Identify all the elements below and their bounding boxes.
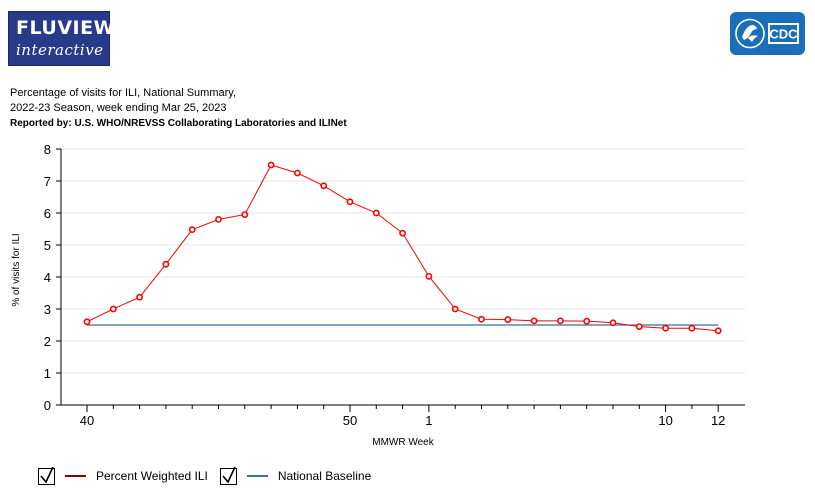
- data-point: [241, 211, 249, 218]
- chart-source: Reported by: U.S. WHO/NREVSS Collaborati…: [10, 118, 347, 129]
- y-tick-label: 2: [44, 334, 51, 349]
- data-point: [530, 317, 538, 325]
- hhs-eagle-icon: CDC: [735, 18, 799, 49]
- cdc-logo-text: CDC: [769, 27, 798, 42]
- chart-title: Percentage of visits for ILI, National S…: [10, 87, 236, 99]
- logo-subtitle: interactive: [16, 41, 104, 59]
- y-tick-label: 3: [44, 302, 51, 317]
- data-point: [267, 161, 275, 169]
- logo-title: FLUVIEW: [16, 17, 116, 39]
- y-tick-label: 8: [44, 142, 51, 157]
- data-point: [557, 317, 564, 325]
- checkmark-icon: [222, 466, 236, 483]
- data-point: [109, 305, 117, 313]
- data-point: [714, 327, 722, 335]
- data-point: [346, 198, 354, 206]
- x-tick-label: 1: [425, 413, 432, 428]
- legend-swatch-baseline: [246, 475, 268, 477]
- data-point: [451, 305, 459, 313]
- legend-swatch-ili: [65, 475, 86, 477]
- y-tick-label: 5: [44, 238, 51, 253]
- chart-subtitle: 2022-23 Season, week ending Mar 25, 2023: [10, 102, 227, 114]
- data-point: [162, 260, 170, 268]
- y-tick-label: 6: [44, 206, 51, 221]
- data-point: [136, 293, 143, 301]
- chart-legend: Percent Weighted ILI National Baseline: [38, 465, 383, 487]
- data-point: [372, 209, 380, 217]
- data-point: [504, 316, 512, 323]
- x-axis-label: MMWR Week: [372, 437, 434, 448]
- data-point: [215, 215, 222, 223]
- data-point: [425, 272, 433, 280]
- legend-label-baseline[interactable]: National Baseline: [277, 469, 372, 483]
- checkmark-icon: [40, 466, 54, 483]
- fluview-logo[interactable]: FLUVIEW interactive: [8, 11, 115, 66]
- y-tick-label: 1: [44, 366, 51, 381]
- x-tick-label: 40: [80, 413, 94, 428]
- x-tick-label: 50: [343, 413, 357, 428]
- legend-checkbox-baseline[interactable]: [219, 466, 237, 485]
- data-point: [609, 319, 617, 327]
- data-point: [83, 318, 91, 326]
- data-point: [188, 226, 196, 234]
- data-point: [688, 324, 696, 332]
- legend-checkbox-ili[interactable]: [38, 466, 55, 485]
- legend-label-ili[interactable]: Percent Weighted ILI: [96, 469, 208, 483]
- series-line-percent-weighted-ili: [86, 164, 719, 332]
- data-point: [662, 324, 669, 332]
- data-point: [320, 182, 328, 190]
- data-point: [293, 169, 301, 177]
- y-axis-label: % of visits for ILI: [11, 233, 22, 306]
- x-tick-label: 10: [658, 413, 672, 428]
- x-tick-label: 12: [711, 413, 725, 428]
- data-point: [399, 229, 406, 237]
- y-tick-label: 4: [44, 270, 51, 285]
- data-point: [478, 315, 485, 323]
- data-point: [635, 323, 643, 330]
- data-point: [583, 317, 591, 325]
- y-tick-label: 0: [44, 398, 51, 413]
- y-tick-label: 7: [44, 174, 51, 189]
- cdc-logo[interactable]: CDC: [730, 12, 805, 55]
